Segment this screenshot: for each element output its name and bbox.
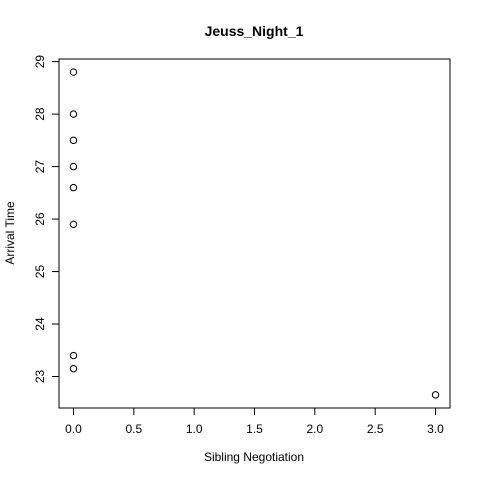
x-tick-label: 1.5 (246, 422, 263, 436)
y-tick-label: 29 (33, 55, 47, 69)
x-tick-label: 1.0 (186, 422, 203, 436)
data-point (431, 391, 440, 399)
data-point (69, 68, 78, 76)
data-point (69, 110, 78, 118)
y-axis-ticks: 23 24 25 26 27 28 29 (33, 55, 59, 384)
x-tick-label: 3.0 (427, 422, 444, 436)
data-points (69, 68, 440, 399)
y-tick-label: 24 (33, 317, 47, 331)
data-point (69, 351, 78, 360)
y-tick-label: 27 (33, 160, 47, 174)
x-tick-label: 0.0 (65, 422, 82, 436)
x-axis-ticks: 0.0 0.5 1.0 1.5 2.0 2.5 3.0 (65, 408, 444, 436)
data-point (69, 220, 78, 229)
plot-frame (58, 58, 451, 409)
y-axis-label: Arrival Time (3, 201, 17, 265)
data-point (69, 364, 78, 373)
chart-title: Jeuss_Night_1 (205, 23, 304, 39)
x-tick-label: 0.5 (125, 422, 142, 436)
data-point (69, 183, 78, 192)
data-point (69, 136, 78, 145)
x-tick-label: 2.0 (306, 422, 323, 436)
x-axis-label: Sibling Negotiation (204, 450, 304, 464)
data-point (69, 162, 78, 171)
x-tick-label: 2.5 (367, 422, 384, 436)
y-tick-label: 26 (33, 212, 47, 226)
y-tick-label: 23 (33, 370, 47, 384)
y-tick-label: 28 (33, 107, 47, 121)
y-tick-label: 25 (33, 265, 47, 279)
